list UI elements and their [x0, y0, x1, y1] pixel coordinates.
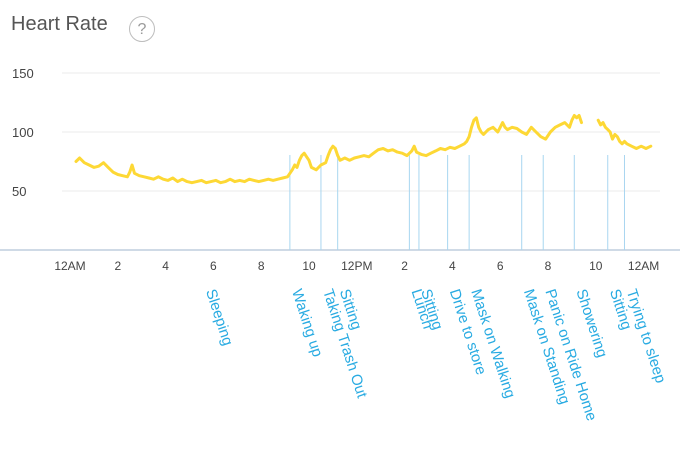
x-tick-label: 8 [258, 259, 265, 273]
y-tick-label: 50 [12, 184, 26, 199]
x-tick-label: 6 [497, 259, 504, 273]
heart-rate-line-segment [596, 118, 653, 150]
x-tick-label: 12PM [341, 259, 372, 273]
grid [62, 72, 660, 192]
annotation-label: Trying to sleep [623, 287, 669, 385]
annotation-label: Sleeping [202, 287, 236, 348]
x-tick-label: 4 [162, 259, 169, 273]
x-tick-label: 12AM [628, 259, 659, 273]
x-tick-label: 2 [114, 259, 121, 273]
x-tick-label: 12AM [54, 259, 85, 273]
help-icon[interactable]: ? [129, 16, 155, 42]
y-tick-label: 150 [12, 66, 34, 81]
x-tick-label: 2 [401, 259, 408, 273]
y-axis-ticks: 50 100 150 [12, 66, 34, 199]
y-tick-label: 100 [12, 125, 34, 140]
annotation-lines [289, 155, 625, 250]
x-tick-label: 10 [589, 259, 603, 273]
x-tick-label: 6 [210, 259, 217, 273]
x-axis-ticks: 12AM 2 4 6 8 10 12PM 2 4 6 8 10 12AM [54, 259, 659, 273]
x-tick-label: 8 [545, 259, 552, 273]
heart-rate-line-segment [74, 114, 583, 185]
x-tick-label: 4 [449, 259, 456, 273]
page-title: Heart Rate [11, 13, 108, 35]
x-tick-label: 10 [302, 259, 316, 273]
annotation-label: Waking up [288, 287, 326, 359]
series-lines [74, 114, 653, 185]
